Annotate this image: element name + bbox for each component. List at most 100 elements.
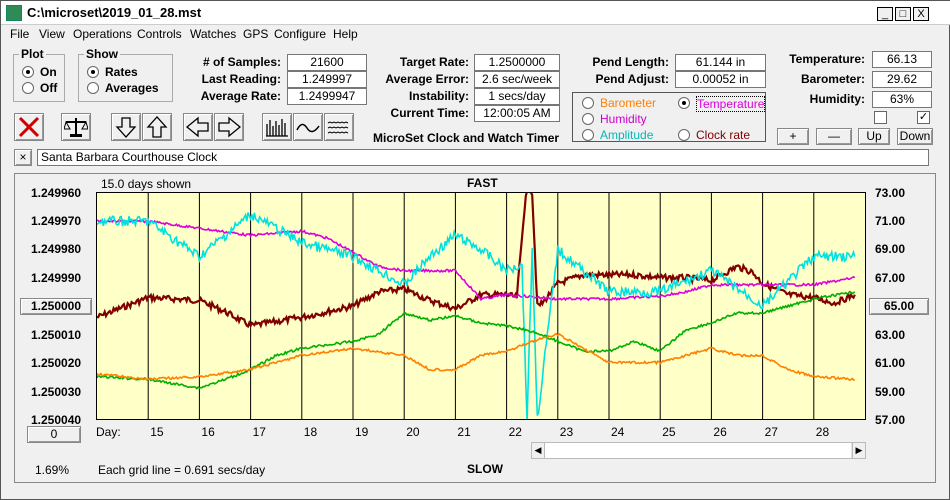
- pend-adjust-label: Pend Adjust:: [595, 72, 669, 86]
- histogram-button[interactable]: [262, 113, 292, 141]
- x-tick-label: 27: [764, 425, 778, 439]
- minus-button[interactable]: —: [816, 128, 852, 145]
- x-tick-label: 24: [611, 425, 625, 439]
- clock-rate-radio[interactable]: [678, 129, 690, 141]
- plus-button[interactable]: +: [777, 128, 809, 145]
- y-tick-right: 57.00: [875, 413, 906, 427]
- checkbox-left[interactable]: [874, 111, 887, 124]
- y-tick-right: 73.00: [875, 186, 906, 200]
- checkbox-right[interactable]: ✓: [917, 111, 930, 124]
- show-averages-radio[interactable]: [87, 82, 99, 94]
- series-line-temperature: [96, 219, 856, 302]
- humidity-radio[interactable]: [582, 113, 594, 125]
- menu-watches[interactable]: Watches: [190, 27, 237, 41]
- menu-file[interactable]: File: [10, 27, 30, 41]
- balance-button[interactable]: [61, 113, 91, 141]
- minimize-button[interactable]: _: [877, 7, 893, 21]
- x-icon: [18, 116, 40, 138]
- y-center-button[interactable]: 1.250000: [20, 298, 92, 315]
- temperature-field: 66.13: [872, 51, 932, 68]
- close-button[interactable]: X: [913, 7, 929, 21]
- x-tick-label: 18: [303, 425, 318, 439]
- average-rate-field: 1.2499947: [287, 88, 367, 105]
- app-icon: [6, 5, 22, 21]
- show-rates-radio[interactable]: [87, 66, 99, 78]
- arrow-down-icon: [115, 117, 137, 138]
- noise-lines-icon: [327, 121, 349, 134]
- x-tick-label: 16: [201, 425, 215, 439]
- y-tick-right: 69.00: [875, 242, 906, 256]
- x-tick-label: 20: [406, 425, 420, 439]
- close-watch-button[interactable]: ×: [14, 149, 32, 166]
- temperature-option-label: Temperature: [696, 96, 766, 112]
- percent-readout: 1.69%: [35, 463, 70, 477]
- temperature-label: Temperature:: [789, 52, 865, 66]
- plot-on-label: On: [40, 65, 57, 79]
- y-tick-left: 1.250010: [31, 328, 82, 342]
- arrow-left-button[interactable]: [183, 113, 213, 141]
- pend-length-field: 61.144 in: [675, 54, 766, 71]
- series-line-barometer: [96, 333, 856, 382]
- noisy-line-button[interactable]: [324, 113, 354, 141]
- smooth-line-button[interactable]: [293, 113, 323, 141]
- temperature-radio[interactable]: [678, 97, 690, 109]
- balance-scale-icon: [64, 118, 88, 137]
- arrow-up-icon: [146, 116, 168, 138]
- x-tick-label: 26: [713, 425, 727, 439]
- current-time-label: Current Time:: [390, 106, 469, 120]
- down-button[interactable]: Down: [897, 128, 933, 145]
- histogram-icon: [266, 119, 288, 137]
- menu-controls[interactable]: Controls: [137, 27, 182, 41]
- grid-note: Each grid line = 0.691 secs/day: [98, 463, 266, 477]
- zero-button[interactable]: 0: [27, 426, 81, 443]
- humidity-option-label: Humidity: [600, 112, 647, 126]
- x-tick-label: 22: [508, 425, 522, 439]
- menu-view[interactable]: View: [39, 27, 65, 41]
- last-reading-label: Last Reading:: [201, 72, 281, 86]
- arrow-down-button[interactable]: [111, 113, 141, 141]
- instability-label: Instability:: [408, 89, 469, 103]
- plot-on-radio[interactable]: [22, 66, 34, 78]
- watch-name-field[interactable]: Santa Barbara Courthouse Clock: [37, 149, 929, 166]
- plot-area: [96, 189, 866, 422]
- right-center-button[interactable]: 65.00: [869, 298, 929, 315]
- samples-label: # of Samples:: [202, 55, 281, 69]
- maximize-button[interactable]: □: [895, 7, 911, 21]
- arrow-right-button[interactable]: [214, 113, 244, 141]
- series-line-humidity: [96, 212, 856, 422]
- y-tick-right: 61.00: [875, 356, 906, 370]
- y-tick-left: 1.250020: [31, 356, 82, 370]
- plot-group-title: Plot: [19, 47, 46, 61]
- y-tick-right: 63.00: [875, 328, 906, 342]
- menu-gps[interactable]: GPS: [243, 27, 269, 41]
- last-reading-field: 1.249997: [287, 71, 367, 88]
- x-tick-label: 28: [815, 425, 830, 439]
- scrollbar-thumb[interactable]: [545, 443, 851, 458]
- app-subtitle: MicroSet Clock and Watch Timer: [373, 131, 560, 145]
- barometer-radio[interactable]: [582, 97, 594, 109]
- window-title: C:\microset\2019_01_28.mst: [27, 5, 202, 20]
- stop-button[interactable]: [14, 113, 44, 141]
- menu-configure[interactable]: Configure: [274, 27, 327, 41]
- days-shown-label: 15.0 days shown: [101, 177, 192, 191]
- barometer-field: 29.62: [872, 71, 932, 88]
- y-tick-left: 1.249970: [31, 214, 82, 228]
- show-group: [78, 54, 173, 102]
- y-tick-left: 1.250040: [31, 413, 82, 427]
- wave-icon: [296, 123, 320, 133]
- scroll-left-icon[interactable]: ◀: [531, 442, 545, 459]
- amplitude-radio[interactable]: [582, 129, 594, 141]
- menu-bar: File View Operations Controls Watches GP…: [1, 25, 950, 43]
- plot-off-radio[interactable]: [22, 82, 34, 94]
- y-tick-left: 1.249980: [31, 242, 82, 256]
- x-tick-label: 17: [252, 425, 266, 439]
- y-tick-left: 1.250030: [31, 385, 82, 399]
- up-button[interactable]: Up: [858, 128, 890, 145]
- y-tick-right: 67.00: [875, 271, 906, 285]
- scroll-right-icon[interactable]: ▶: [852, 442, 866, 459]
- barometer-option-label: Barometer: [600, 96, 657, 110]
- menu-help[interactable]: Help: [333, 27, 358, 41]
- menu-operations[interactable]: Operations: [73, 27, 132, 41]
- arrow-up-button[interactable]: [142, 113, 172, 141]
